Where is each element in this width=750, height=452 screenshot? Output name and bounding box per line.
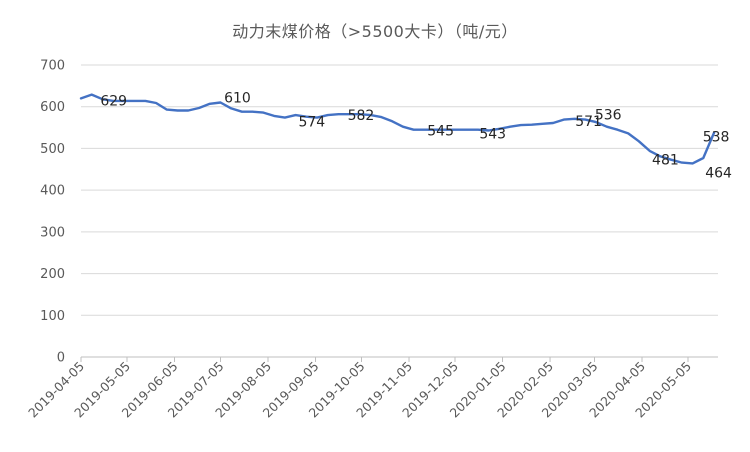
data-label: 574 [298, 115, 325, 131]
data-label: 610 [224, 91, 251, 107]
data-label: 536 [595, 107, 622, 123]
data-label: 481 [652, 152, 679, 168]
series-layer [79, 93, 716, 165]
data-label: 538 [703, 130, 730, 146]
chart-title: 动力末煤价格（>5500大卡）（吨/元） [232, 22, 518, 41]
y-tick-label: 100 [40, 309, 65, 324]
y-tick-label: 200 [40, 267, 65, 282]
series-line-0 [79, 93, 716, 165]
y-tick-label: 400 [40, 184, 65, 199]
y-tick-label: 700 [40, 59, 65, 74]
y-tick-label: 600 [40, 100, 65, 115]
y-tick-label: 500 [40, 142, 65, 157]
data-label: 582 [348, 108, 375, 124]
y-tick-label: 0 [57, 351, 65, 366]
y-tick-label: 300 [40, 225, 65, 240]
grid-lines [81, 64, 718, 316]
data-label: 545 [427, 124, 454, 140]
data-label: 571 [575, 114, 602, 130]
data-label: 543 [479, 126, 506, 142]
data-label: 464 [705, 165, 732, 181]
data-label: 629 [100, 94, 127, 110]
